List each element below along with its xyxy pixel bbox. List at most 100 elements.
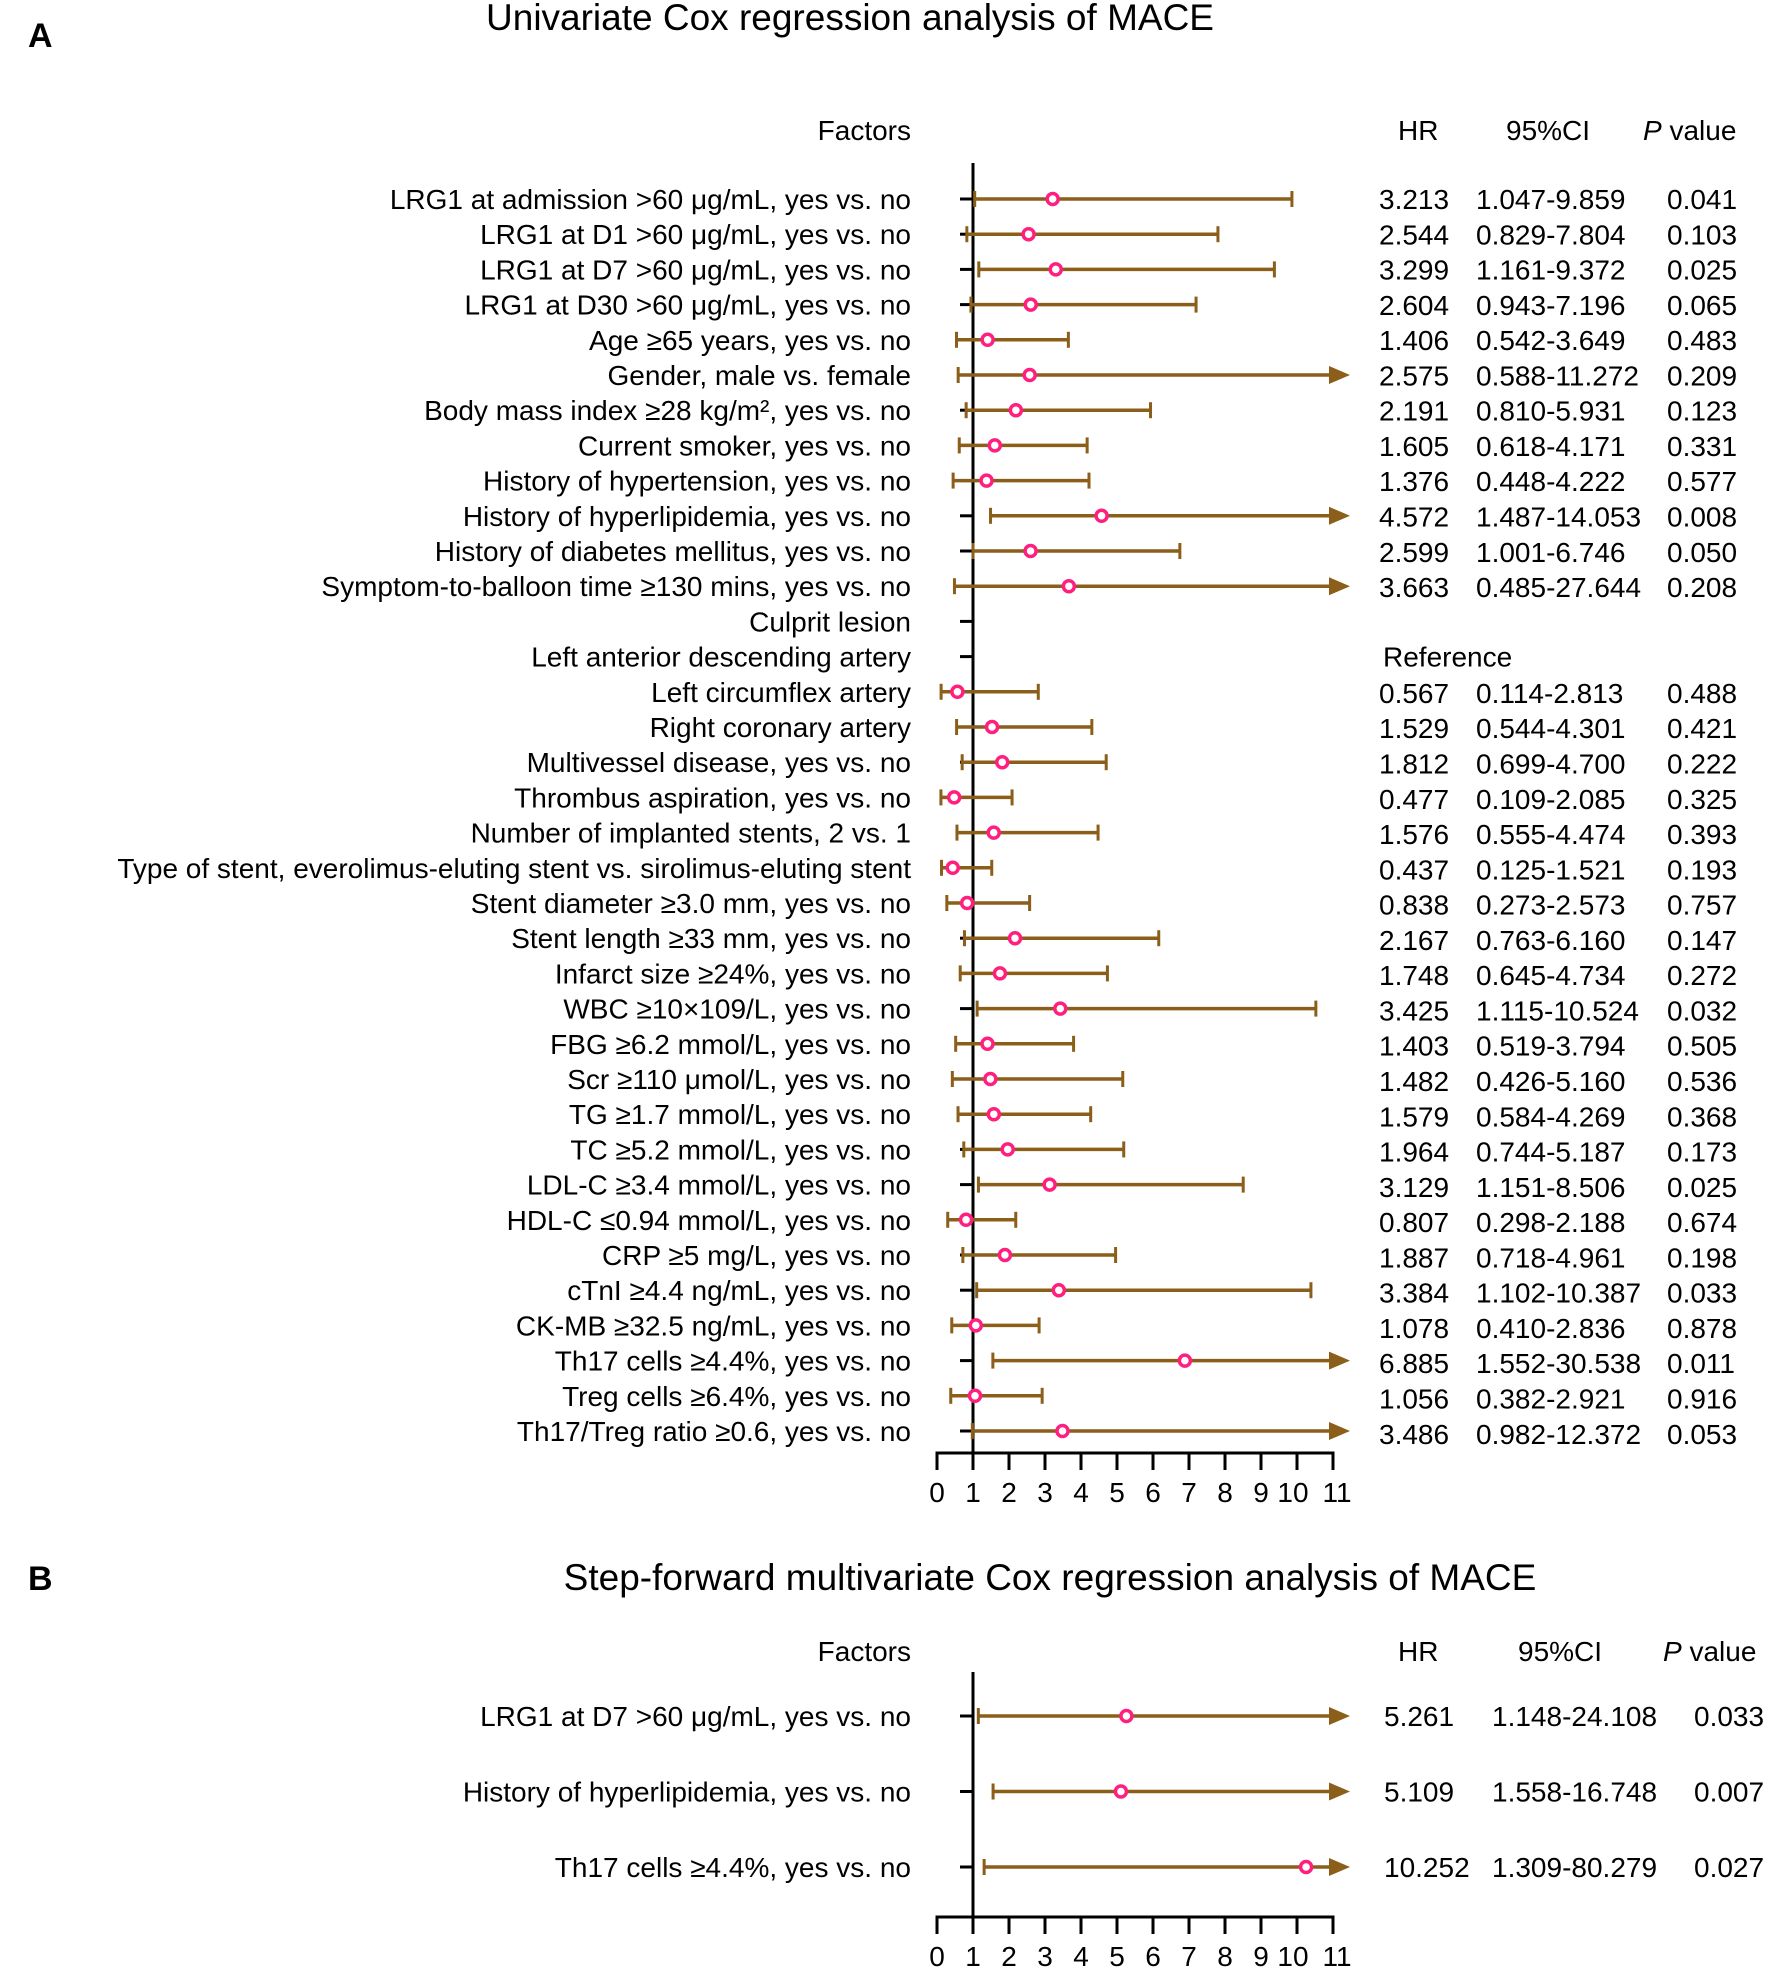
hr-value: 1.576: [1379, 819, 1449, 850]
forest-row: Left anterior descending artery Reference: [531, 642, 1512, 673]
forest-row: Age ≥65 years, yes vs. no 1.406 0.542-3.64…: [589, 325, 1737, 356]
forest-row: CK-MB ≥32.5 ng/mL, yes vs. no 1.078 0.410-…: [516, 1310, 1737, 1344]
hr-value: 1.482: [1379, 1066, 1449, 1097]
row-label: History of diabetes mellitus, yes vs. no: [435, 536, 911, 567]
forest-row: Gender, male vs. female 2.575 0.588-11.272…: [608, 360, 1738, 391]
forest-row: LRG1 at D7 >60 μg/mL, yes vs. no 3.299 1.1…: [480, 254, 1737, 285]
hr-value: 1.376: [1379, 466, 1449, 497]
p-value: 0.123: [1667, 396, 1737, 427]
x-tick-label: 4: [1073, 1941, 1089, 1970]
forest-row: CRP ≥5 mg/L, yes vs. no 1.887 0.718-4.961 0…: [602, 1240, 1737, 1273]
hazard-ratio-point: [1061, 578, 1077, 594]
p-value: 0.208: [1667, 572, 1737, 603]
p-value: 0.368: [1667, 1101, 1737, 1132]
ci-value: 0.943-7.196: [1476, 290, 1625, 321]
row-label: Culprit lesion: [749, 606, 911, 637]
p-value: 0.536: [1667, 1066, 1737, 1097]
x-tick-label: 9: [1253, 1941, 1269, 1970]
row-label: Th17 cells ≥4.4%, yes vs. no: [555, 1852, 911, 1883]
chart-title: Step-forward multivariate Cox regression…: [564, 1557, 1537, 1598]
x-tick-label: 11: [1322, 1477, 1351, 1508]
hr-value: 1.748: [1379, 960, 1449, 991]
row-label: Left circumflex artery: [651, 677, 911, 708]
x-tick-label: 5: [1109, 1477, 1125, 1508]
p-value: 0.331: [1667, 431, 1737, 462]
p-value: 0.488: [1667, 678, 1737, 709]
hazard-ratio-point: [1119, 1708, 1134, 1724]
hr-value: 2.544: [1379, 219, 1449, 250]
forest-row: LRG1 at D7 >60 μg/mL, yes vs. no 5.261 1.1…: [480, 1701, 1764, 1732]
hazard-ratio-point: [997, 1247, 1013, 1263]
hazard-ratio-point: [945, 860, 960, 876]
p-value: 0.421: [1667, 713, 1737, 744]
forest-row: Current smoker, yes vs. no 1.605 0.618-4.1…: [578, 430, 1737, 462]
ci-arrow-head: [1329, 1351, 1350, 1370]
forest-row: FBG ≥6.2 mmol/L, yes vs. no 1.403 0.519-3.…: [550, 1029, 1737, 1062]
ci-value: 0.485-27.644: [1476, 572, 1641, 603]
hr-value: 1.056: [1379, 1384, 1449, 1415]
hr-value: 3.425: [1379, 995, 1449, 1026]
hr-value: 6.885: [1379, 1348, 1449, 1379]
hazard-ratio-point: [1094, 508, 1109, 524]
row-label: Infarct size ≥24%, yes vs. no: [555, 958, 911, 989]
forest-row: History of hyperlipidemia, yes vs. no 4.5…: [463, 501, 1737, 533]
ci-value: 1.161-9.372: [1476, 255, 1625, 286]
reference-note: Reference: [1383, 642, 1512, 673]
hazard-ratio-point: [1051, 1282, 1067, 1298]
ci-value: 0.718-4.961: [1476, 1242, 1625, 1273]
hazard-ratio-point: [992, 966, 1008, 981]
forest-row: TC ≥5.2 mmol/L, yes vs. no 1.964 0.744-5.1…: [570, 1134, 1737, 1167]
ci-arrow-head: [1329, 1782, 1350, 1801]
row-label: HDL-C ≤0.94 mmol/L, yes vs. no: [507, 1205, 911, 1236]
header-p-rest: value: [1682, 1636, 1757, 1667]
p-value: 0.027: [1694, 1852, 1764, 1883]
ci-value: 0.584-4.269: [1476, 1101, 1625, 1132]
row-label: cTnI ≥4.4 ng/mL, yes vs. no: [567, 1275, 911, 1306]
forest-row: Thrombus aspiration, yes vs. no 0.477 0.10…: [514, 782, 1737, 814]
hazard-ratio-point: [946, 790, 962, 805]
ci-arrow-head: [1329, 1707, 1350, 1725]
ci-value: 0.645-4.734: [1476, 960, 1625, 991]
row-label: TC ≥5.2 mmol/L, yes vs. no: [570, 1134, 911, 1165]
hr-value: 2.575: [1379, 360, 1449, 391]
row-label: TG ≥1.7 mmol/L, yes vs. no: [569, 1099, 911, 1130]
header-hr: HR: [1398, 115, 1438, 146]
panel-b: B Step-forward multivariate Cox regressio…: [28, 1557, 1764, 1970]
ci-value: 0.829-7.804: [1476, 219, 1625, 250]
x-tick-label: 3: [1037, 1941, 1053, 1970]
header-factors: Factors: [818, 1636, 911, 1667]
hr-value: 3.213: [1379, 184, 1449, 215]
hr-value: 0.477: [1379, 784, 1449, 815]
ci-value: 1.309-80.279: [1492, 1852, 1657, 1883]
p-value: 0.483: [1667, 325, 1737, 356]
ci-value: 0.109-2.085: [1476, 784, 1625, 815]
hr-value: 1.812: [1379, 748, 1449, 779]
x-tick-label: 6: [1145, 1477, 1161, 1508]
header-p-value: P value: [1663, 1636, 1756, 1667]
ci-value: 0.588-11.272: [1476, 360, 1639, 391]
p-value: 0.198: [1667, 1242, 1737, 1273]
p-value: 0.033: [1694, 1701, 1764, 1732]
p-value: 0.025: [1667, 255, 1737, 286]
row-label: Left anterior descending artery: [531, 642, 911, 673]
forest-row: LRG1 at D1 >60 μg/mL, yes vs. no 2.544 0.8…: [480, 219, 1737, 250]
forest-row: Multivessel disease, yes vs. no 1.812 0.69…: [527, 747, 1737, 779]
ci-value: 1.001-6.746: [1476, 537, 1625, 568]
ci-value: 0.519-3.794: [1476, 1031, 1625, 1062]
header-p-italic: P: [1663, 1636, 1682, 1667]
row-label: LRG1 at D30 >60 μg/mL, yes vs. no: [465, 290, 911, 321]
ci-value: 1.047-9.859: [1476, 184, 1625, 215]
hr-value: 2.599: [1379, 537, 1449, 568]
p-value: 0.505: [1667, 1031, 1737, 1062]
forest-row: Infarct size ≥24%, yes vs. no 1.748 0.645-…: [555, 958, 1737, 991]
p-value: 0.757: [1667, 890, 1737, 921]
forest-row: Body mass index ≥28 kg/m², yes vs. no 2.1…: [424, 395, 1737, 426]
forest-row: Culprit lesion: [749, 606, 973, 637]
p-value: 0.053: [1667, 1419, 1737, 1450]
hazard-ratio-point: [1022, 367, 1037, 383]
header-hr: HR: [1398, 1636, 1438, 1667]
row-label: History of hyperlipidemia, yes vs. no: [463, 1777, 911, 1808]
forest-row: Left circumflex artery 0.567 0.114-2.813 0.…: [651, 677, 1737, 709]
ci-value: 0.618-4.171: [1476, 431, 1625, 462]
row-label: CK-MB ≥32.5 ng/mL, yes vs. no: [516, 1310, 911, 1341]
